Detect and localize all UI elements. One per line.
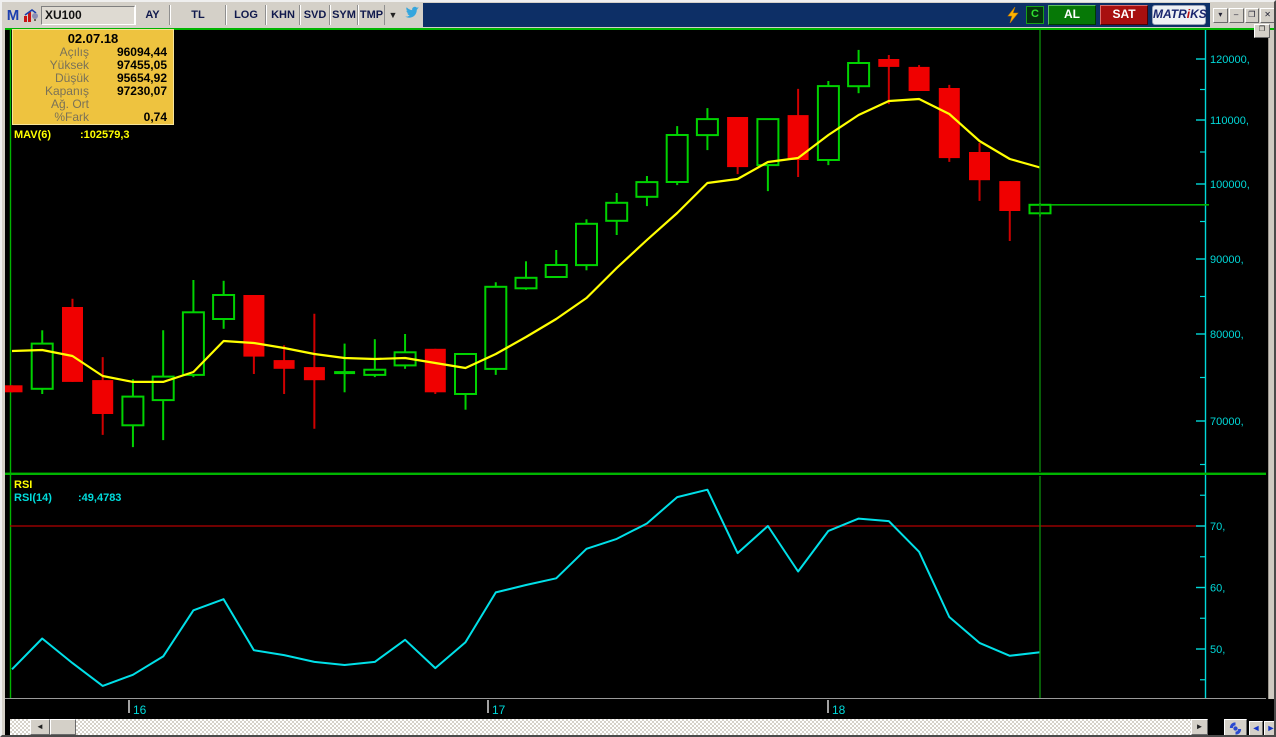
high-value: 97455,05 — [116, 58, 167, 72]
currency-button-tl[interactable]: TL — [170, 5, 226, 25]
chart-alarm-icon[interactable] — [23, 8, 41, 23]
period-button-ay[interactable]: AY — [135, 5, 170, 25]
scroll-right-arrow[interactable]: ► — [1191, 719, 1208, 735]
scrollbar-thumb[interactable] — [50, 719, 76, 735]
svg-text:100000,: 100000, — [1210, 179, 1250, 191]
sell-button[interactable]: SAT — [1100, 5, 1148, 25]
toolbar: M XU100 AY TL LOG KHN SVD SYM TMP ▼ C — [3, 3, 1274, 27]
open-value: 96094,44 — [116, 45, 167, 59]
restore-button[interactable]: ❐ — [1244, 7, 1260, 23]
rsi-indicator-labels: RSI RSI(14) :49,4783 — [14, 479, 121, 505]
svg-text:50,: 50, — [1210, 644, 1225, 656]
svg-text:18: 18 — [832, 703, 846, 717]
svg-text:17: 17 — [492, 703, 506, 717]
scroll-left-arrow[interactable]: ◄ — [30, 719, 50, 735]
svg-text:120000,: 120000, — [1210, 54, 1250, 66]
rsi-value: :49,4783 — [78, 492, 122, 504]
high-label: Yüksek — [49, 58, 89, 72]
chevron-down-icon[interactable]: ▼ — [388, 10, 398, 20]
svg-text:60,: 60, — [1210, 583, 1225, 595]
minimize-button[interactable]: – — [1228, 7, 1244, 23]
low-value: 95654,92 — [116, 71, 167, 85]
svg-text:70000,: 70000, — [1210, 416, 1244, 428]
chart-restore-button[interactable]: ❐ — [1254, 24, 1270, 38]
svg-text:70,: 70, — [1210, 521, 1225, 533]
price-and-rsi-chart[interactable]: 70, 60, 50, 120000, 110000, 100000, 90000, 8000… — [5, 30, 1266, 718]
prev-chart-button[interactable]: ◄ — [1249, 721, 1263, 735]
open-label: Açılış — [59, 45, 89, 59]
window-controls: ▾ – ❐ ✕ — [1210, 3, 1274, 27]
svg-text:80000,: 80000, — [1210, 329, 1244, 341]
lightning-icon[interactable] — [1006, 6, 1022, 24]
right-border-strip — [1268, 30, 1274, 699]
horizontal-scrollbar[interactable]: ◄ ► — [10, 719, 1208, 735]
chart-content: 70, 60, 50, 120000, 110000, 100000, 90000, 8000… — [5, 28, 1274, 735]
wavg-label: Ağ. Ort — [50, 97, 89, 111]
buy-button[interactable]: AL — [1048, 5, 1096, 25]
mav-indicator-label: MAV(6):102579,3 — [14, 129, 130, 141]
rsi-title: RSI — [14, 479, 33, 491]
svg-text:90000,: 90000, — [1210, 254, 1244, 266]
close-value: 97230,07 — [116, 84, 167, 98]
matriks-logo-button[interactable] — [1224, 719, 1247, 735]
top-green-divider — [5, 28, 1274, 30]
matriks-m-icon[interactable]: M — [6, 6, 20, 24]
info-date: 02.07.18 — [67, 31, 119, 46]
khn-button[interactable]: KHN — [266, 5, 300, 25]
tmp-button[interactable]: TMP — [358, 5, 385, 25]
close-button[interactable]: ✕ — [1260, 7, 1274, 23]
rsi-period: RSI(14) — [14, 492, 52, 504]
svd-button[interactable]: SVD — [300, 5, 330, 25]
matriks-brand-logo: MATRiKS — [1152, 5, 1207, 25]
log-scale-button[interactable]: LOG — [226, 5, 266, 25]
toolbar-band: C AL SAT MATRiKS — [423, 3, 1210, 27]
pct-label: %Fark — [54, 110, 89, 124]
c-button[interactable]: C — [1026, 6, 1044, 24]
ohlc-info-box: 02.07.18 Açılış 96094,44 Yüksek 97455,05 D… — [12, 29, 174, 125]
twitter-icon[interactable] — [401, 6, 423, 24]
symbol-input[interactable]: XU100 — [41, 5, 135, 25]
sym-button[interactable]: SYM — [330, 5, 358, 25]
svg-text:110000,: 110000, — [1210, 115, 1249, 127]
svg-text:16: 16 — [133, 703, 147, 717]
next-chart-button[interactable]: ► — [1264, 721, 1274, 735]
pct-value: 0,74 — [143, 110, 167, 124]
low-label: Düşük — [54, 71, 89, 85]
close-label: Kapanış — [44, 84, 89, 98]
dropdown-icon[interactable]: ▾ — [1213, 7, 1228, 23]
